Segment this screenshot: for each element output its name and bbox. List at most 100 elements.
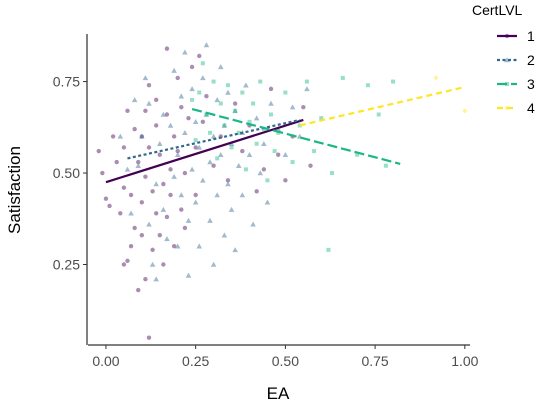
- data-point-series-1: [211, 163, 216, 168]
- data-point-series-2: [214, 97, 220, 103]
- data-point-series-2: [214, 192, 220, 198]
- data-point-series-2: [160, 111, 167, 117]
- data-point-series-1: [118, 211, 123, 216]
- data-point-series-3: [233, 108, 238, 113]
- data-point-series-1: [146, 83, 152, 88]
- y-tick-label: 0.50: [53, 165, 80, 181]
- data-point-series-3: [240, 90, 245, 95]
- legend-label: 1: [527, 28, 535, 44]
- data-point-series-1: [121, 262, 127, 267]
- data-point-series-3: [236, 130, 241, 135]
- data-point-series-1: [150, 247, 155, 253]
- data-point-series-1: [136, 159, 141, 165]
- x-ticks: 0.00 0.25 0.50 0.75 1.00: [92, 345, 479, 369]
- data-point-series-2: [146, 100, 152, 106]
- fit-line-series-2: [127, 118, 300, 160]
- data-point-series-1: [153, 123, 159, 128]
- data-point-series-2: [189, 86, 195, 92]
- data-point-series-3: [193, 138, 198, 143]
- data-point-series-1: [171, 134, 177, 139]
- data-point-series-1: [179, 207, 184, 212]
- legend-label: 4: [527, 100, 535, 116]
- data-point-series-2: [239, 192, 246, 198]
- x-tick-label: 0.50: [272, 353, 299, 369]
- data-point-series-1: [200, 119, 206, 125]
- data-point-series-1: [301, 104, 306, 110]
- data-point-series-2: [268, 100, 274, 106]
- data-point-series-1: [171, 244, 177, 249]
- data-point-series-2: [217, 64, 224, 70]
- data-point-series-3: [200, 61, 205, 66]
- data-point-series-1: [175, 75, 180, 81]
- data-point-series-2: [156, 140, 163, 147]
- data-point-series-2: [196, 144, 203, 150]
- data-point-series-2: [178, 192, 185, 198]
- data-point-series-2: [182, 129, 188, 136]
- data-point-series-2: [250, 221, 256, 227]
- data-point-series-2: [207, 159, 213, 165]
- fit-line-series-3: [191, 107, 401, 165]
- data-point-series-3: [355, 152, 360, 157]
- data-point-series-1: [157, 152, 162, 157]
- data-point-series-2: [243, 82, 249, 88]
- data-point-series-2: [185, 272, 192, 278]
- data-point-series-2: [282, 151, 289, 157]
- data-point-series-1: [128, 192, 134, 198]
- data-point-series-1: [189, 64, 195, 70]
- data-point-series-3: [376, 112, 381, 117]
- y-tick-label: 0.25: [53, 257, 80, 273]
- data-point-series-2: [189, 166, 195, 172]
- data-point-series-3: [312, 149, 317, 154]
- data-point-series-2: [124, 166, 131, 172]
- data-point-series-1: [161, 262, 166, 267]
- data-point-series-2: [153, 276, 159, 282]
- data-point-series-3: [290, 160, 295, 165]
- data-point-series-2: [142, 75, 149, 81]
- x-tick-label: 0.75: [361, 353, 388, 369]
- data-point-series-2: [221, 232, 228, 238]
- y-axis-title: Satisfaction: [5, 146, 24, 234]
- data-point-series-2: [289, 104, 296, 110]
- data-point-series-1: [179, 104, 184, 110]
- data-point-series-2: [160, 206, 167, 212]
- data-point-series-2: [196, 243, 203, 249]
- legend-key-marker: [505, 82, 509, 86]
- legend-items: 1 2 3 4: [497, 28, 535, 116]
- data-point-series-3: [383, 163, 388, 168]
- data-point-series-1: [308, 163, 313, 168]
- data-point-series-1: [168, 192, 173, 198]
- data-point-series-1: [261, 167, 267, 172]
- data-point-series-3: [330, 171, 335, 176]
- data-point-series-1: [232, 101, 238, 106]
- data-point-series-2: [217, 151, 224, 157]
- data-point-series-2: [174, 151, 181, 157]
- data-point-series-2: [131, 97, 138, 103]
- data-point-series-3: [304, 79, 309, 84]
- data-point-series-2: [264, 199, 271, 205]
- data-point-series-3: [326, 247, 331, 252]
- data-point-series-3: [251, 101, 256, 106]
- data-point-series-3: [269, 112, 274, 117]
- data-point-series-2: [174, 243, 181, 249]
- data-point-series-2: [207, 217, 213, 223]
- data-point-series-3: [261, 127, 266, 132]
- data-point-series-1: [186, 115, 191, 121]
- x-tick-label: 0.25: [182, 353, 209, 369]
- fit-line-series-1: [105, 118, 304, 184]
- data-point-series-1: [283, 178, 288, 183]
- data-point-series-1: [193, 145, 198, 150]
- data-point-series-2: [228, 206, 235, 212]
- data-point-series-1: [100, 170, 105, 176]
- data-point-series-1: [143, 108, 148, 114]
- data-point-series-2: [235, 162, 242, 168]
- legend: CertLVL 1 2 3 4: [472, 2, 535, 116]
- data-point-series-2: [185, 217, 192, 223]
- data-point-series-3: [272, 149, 277, 154]
- data-point-series-1: [150, 189, 155, 194]
- legend-key-marker: [504, 105, 510, 111]
- data-point-series-3: [222, 123, 227, 128]
- data-point-series-2: [192, 199, 199, 205]
- data-point-series-1: [164, 112, 170, 117]
- data-point-series-1: [136, 287, 141, 293]
- legend-item-3: 3: [497, 76, 535, 92]
